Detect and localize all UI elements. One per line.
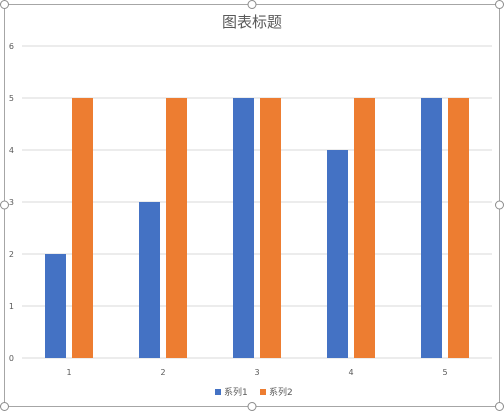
legend-swatch-series1: [215, 389, 221, 395]
gridlines: [22, 45, 492, 359]
bar-series1-cat3[interactable]: [233, 98, 254, 358]
x-tick-label: 4: [348, 368, 353, 377]
resize-handle[interactable]: [0, 200, 9, 210]
y-tick-label: 3: [9, 198, 14, 207]
x-axis-tick-labels: 1 2 3 4 5: [66, 368, 447, 377]
legend-label-series2: 系列2: [269, 386, 293, 398]
bar-series2-cat5[interactable]: [448, 98, 469, 358]
x-tick-label: 1: [66, 368, 71, 377]
y-tick-label: 4: [9, 146, 14, 155]
bars: [45, 98, 469, 358]
bar-series2-cat2[interactable]: [166, 98, 187, 358]
resize-handle[interactable]: [495, 200, 504, 210]
resize-handle[interactable]: [495, 0, 504, 9]
resize-handle[interactable]: [247, 0, 257, 9]
x-tick-label: 2: [160, 368, 165, 377]
resize-handle[interactable]: [0, 0, 9, 9]
y-tick-label: 0: [9, 354, 14, 363]
legend-swatch-series2: [260, 389, 266, 395]
bar-series2-cat3[interactable]: [260, 98, 281, 358]
bar-series1-cat1[interactable]: [45, 254, 66, 358]
x-tick-label: 3: [254, 368, 259, 377]
bar-series2-cat4[interactable]: [354, 98, 375, 358]
y-tick-label: 6: [9, 42, 14, 51]
legend[interactable]: 系列1 系列2: [215, 386, 293, 398]
resize-handle[interactable]: [495, 402, 504, 411]
resize-handle[interactable]: [0, 402, 9, 411]
chart-title[interactable]: 图表标题: [222, 13, 282, 31]
bar-series1-cat4[interactable]: [327, 150, 348, 358]
bar-series1-cat2[interactable]: [139, 202, 160, 358]
bar-series2-cat1[interactable]: [72, 98, 93, 358]
bar-series1-cat5[interactable]: [421, 98, 442, 358]
y-tick-label: 2: [9, 250, 14, 259]
y-tick-label: 1: [9, 302, 14, 311]
y-axis-tick-labels: 0 1 2 3 4 5 6: [9, 42, 14, 363]
legend-label-series1: 系列1: [224, 386, 248, 398]
x-tick-label: 5: [442, 368, 447, 377]
resize-handle[interactable]: [247, 402, 257, 411]
y-tick-label: 5: [9, 94, 14, 103]
